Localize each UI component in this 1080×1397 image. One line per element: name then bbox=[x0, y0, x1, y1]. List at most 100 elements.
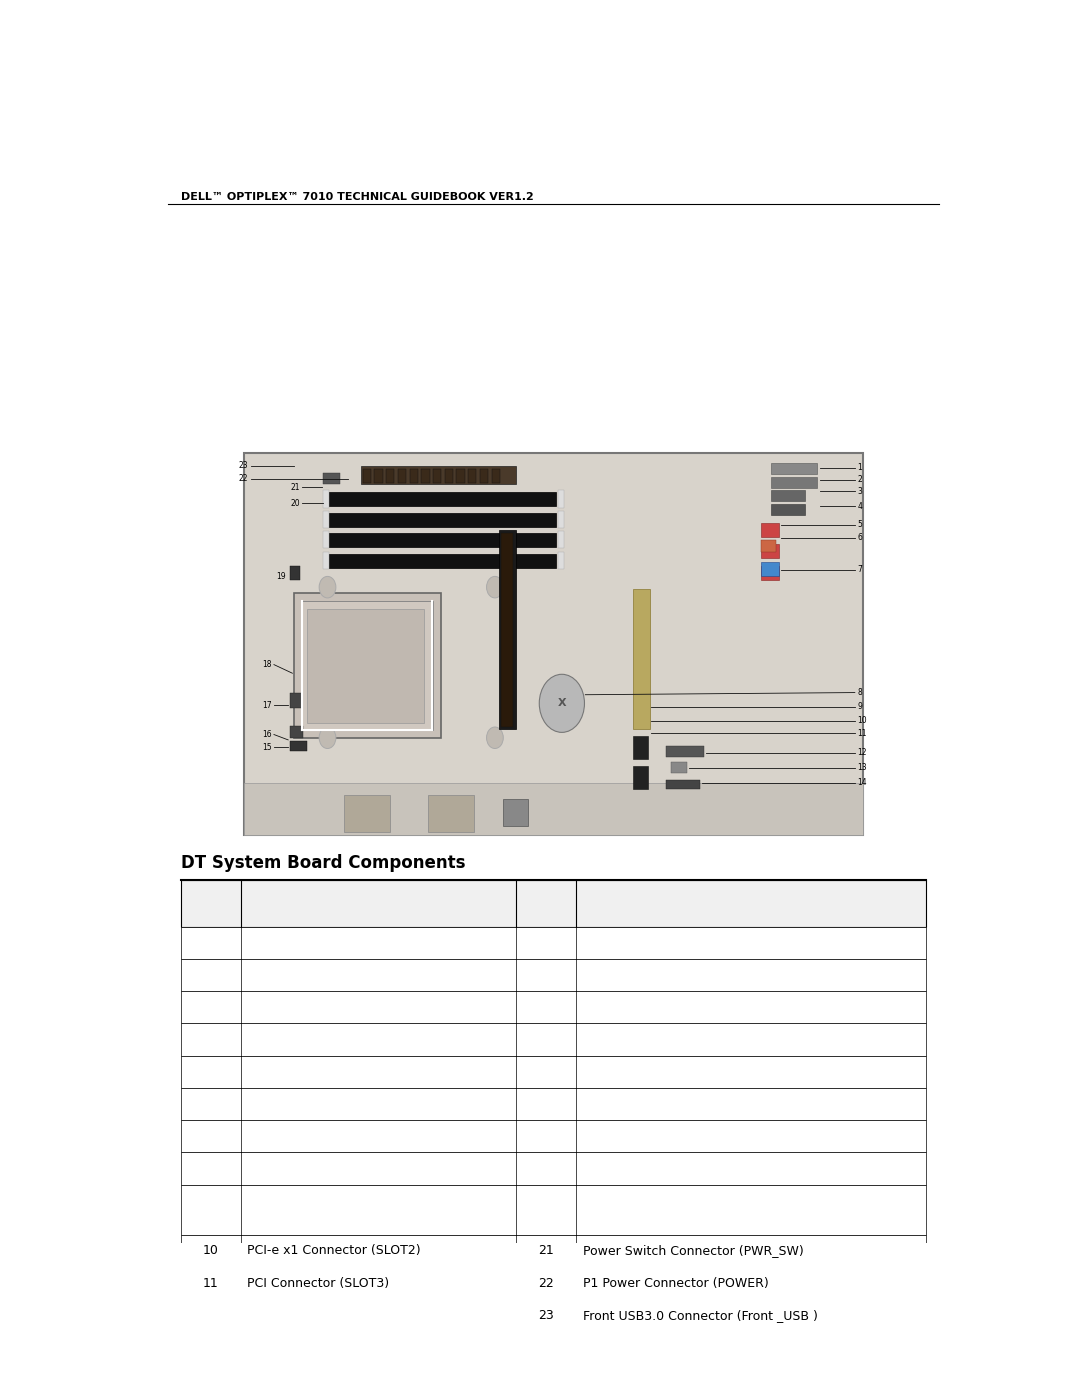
Text: 6: 6 bbox=[918, 1217, 926, 1231]
Text: 18: 18 bbox=[538, 1130, 554, 1143]
Bar bbox=[421, 469, 430, 483]
Bar bbox=[181, 926, 926, 958]
Text: Power Switch Connector (PWR_SW): Power Switch Connector (PWR_SW) bbox=[582, 1245, 804, 1257]
Bar bbox=[457, 469, 464, 483]
Text: 21: 21 bbox=[538, 1245, 554, 1257]
Bar bbox=[633, 736, 648, 760]
Bar bbox=[181, 990, 926, 1024]
Text: CPU fan Connector (FAN_CPU): CPU fan Connector (FAN_CPU) bbox=[582, 1162, 770, 1175]
Text: 19: 19 bbox=[538, 1162, 554, 1175]
Bar bbox=[557, 511, 564, 528]
Text: PCI-e x1 Connector (SLOT2): PCI-e x1 Connector (SLOT2) bbox=[247, 1245, 421, 1257]
Bar bbox=[761, 545, 780, 559]
Text: SATA 0 Connector (SATA0): SATA 0 Connector (SATA0) bbox=[247, 1032, 411, 1046]
Bar bbox=[289, 566, 300, 580]
Circle shape bbox=[320, 726, 336, 749]
Bar bbox=[181, 1120, 926, 1153]
Bar bbox=[633, 766, 648, 789]
Text: 3: 3 bbox=[858, 488, 862, 496]
Text: 1: 1 bbox=[858, 464, 862, 472]
Text: 2: 2 bbox=[207, 968, 215, 982]
Text: 20: 20 bbox=[291, 499, 300, 507]
Bar bbox=[387, 469, 394, 483]
Bar bbox=[557, 490, 564, 507]
Text: PCI-e x16 (wire x4) Connector (SLOT4): PCI-e x16 (wire x4) Connector (SLOT4) bbox=[582, 936, 823, 949]
Text: DELL™ OPTIPLEX™ 7010 TECHNICAL GUIDEBOOK VER1.2: DELL™ OPTIPLEX™ 7010 TECHNICAL GUIDEBOOK… bbox=[181, 193, 534, 203]
Circle shape bbox=[486, 726, 503, 749]
Text: Front IO Connector (FRONTPANEL): Front IO Connector (FRONTPANEL) bbox=[247, 968, 461, 982]
Bar bbox=[409, 469, 418, 483]
Text: 3: 3 bbox=[207, 1000, 215, 1014]
Bar bbox=[181, 880, 926, 926]
Bar bbox=[363, 469, 372, 483]
Text: 6: 6 bbox=[207, 1098, 215, 1111]
Text: 9: 9 bbox=[858, 703, 862, 711]
Bar bbox=[491, 469, 500, 483]
Bar bbox=[181, 1056, 926, 1088]
Text: 11: 11 bbox=[203, 1277, 219, 1289]
Bar bbox=[771, 504, 805, 515]
Text: 22: 22 bbox=[239, 474, 248, 483]
Bar bbox=[557, 552, 564, 569]
Text: 23: 23 bbox=[538, 1309, 554, 1322]
Bar bbox=[323, 490, 329, 507]
Text: 14: 14 bbox=[858, 778, 867, 788]
Text: Num-
ber: Num- ber bbox=[192, 888, 230, 918]
Text: PCI-e x16 Connector (SLOT1): PCI-e x16 Connector (SLOT1) bbox=[247, 1203, 429, 1217]
Text: 8: 8 bbox=[207, 1162, 215, 1175]
Bar bbox=[671, 763, 688, 774]
Text: Name: Name bbox=[359, 897, 399, 909]
Text: 17: 17 bbox=[261, 701, 271, 710]
Bar bbox=[361, 465, 516, 483]
Bar bbox=[181, 1235, 926, 1267]
Text: 16: 16 bbox=[538, 1066, 554, 1078]
Bar bbox=[244, 782, 863, 834]
Bar bbox=[300, 601, 433, 731]
Bar bbox=[503, 799, 528, 826]
Text: 12: 12 bbox=[538, 936, 554, 949]
Bar bbox=[181, 1185, 926, 1235]
Bar bbox=[666, 746, 704, 757]
Text: Name: Name bbox=[731, 897, 771, 909]
Bar bbox=[433, 469, 442, 483]
Bar bbox=[326, 513, 556, 527]
Text: 19: 19 bbox=[276, 571, 285, 581]
Bar bbox=[326, 553, 556, 567]
Bar bbox=[666, 780, 700, 789]
Text: 6: 6 bbox=[858, 534, 862, 542]
Bar bbox=[771, 464, 818, 474]
Bar bbox=[181, 958, 926, 990]
Bar bbox=[771, 490, 805, 502]
Text: 5: 5 bbox=[207, 1066, 215, 1078]
Text: 23: 23 bbox=[239, 461, 248, 471]
Bar bbox=[326, 534, 556, 548]
Text: 11: 11 bbox=[858, 729, 867, 738]
Text: 5: 5 bbox=[858, 520, 862, 529]
Bar bbox=[181, 1024, 926, 1056]
Text: 1: 1 bbox=[207, 936, 215, 949]
Text: 4: 4 bbox=[207, 1032, 215, 1046]
Text: LPC Debug Connector (LPC_DEBUG): LPC Debug Connector (LPC_DEBUG) bbox=[582, 1000, 808, 1014]
Text: 12: 12 bbox=[858, 749, 867, 757]
Bar bbox=[244, 453, 863, 834]
Bar bbox=[323, 474, 340, 483]
Bar bbox=[326, 493, 556, 507]
Text: SATA 2 Connector (SATA2): SATA 2 Connector (SATA2) bbox=[247, 1098, 411, 1111]
Text: 15: 15 bbox=[538, 1032, 554, 1046]
Bar bbox=[345, 795, 390, 833]
Text: PCI Connector (SLOT3): PCI Connector (SLOT3) bbox=[247, 1277, 390, 1289]
Text: 7: 7 bbox=[858, 566, 862, 574]
Text: 14: 14 bbox=[538, 1000, 554, 1014]
Text: 8: 8 bbox=[858, 689, 862, 697]
Text: Buzzer (BEEP): Buzzer (BEEP) bbox=[582, 968, 671, 982]
Bar bbox=[445, 469, 454, 483]
Bar bbox=[375, 469, 382, 483]
Text: P2 Power Connector (12V_PWRCONN): P2 Power Connector (12V_PWRCONN) bbox=[582, 1098, 818, 1111]
Bar bbox=[181, 1299, 926, 1331]
Text: Thermal Sensor Connector (THRM_2): Thermal Sensor Connector (THRM_2) bbox=[247, 1000, 478, 1014]
Bar bbox=[181, 1088, 926, 1120]
Text: 17: 17 bbox=[538, 1098, 554, 1111]
Bar bbox=[181, 1267, 926, 1299]
Bar bbox=[323, 552, 329, 569]
Bar bbox=[428, 795, 474, 833]
